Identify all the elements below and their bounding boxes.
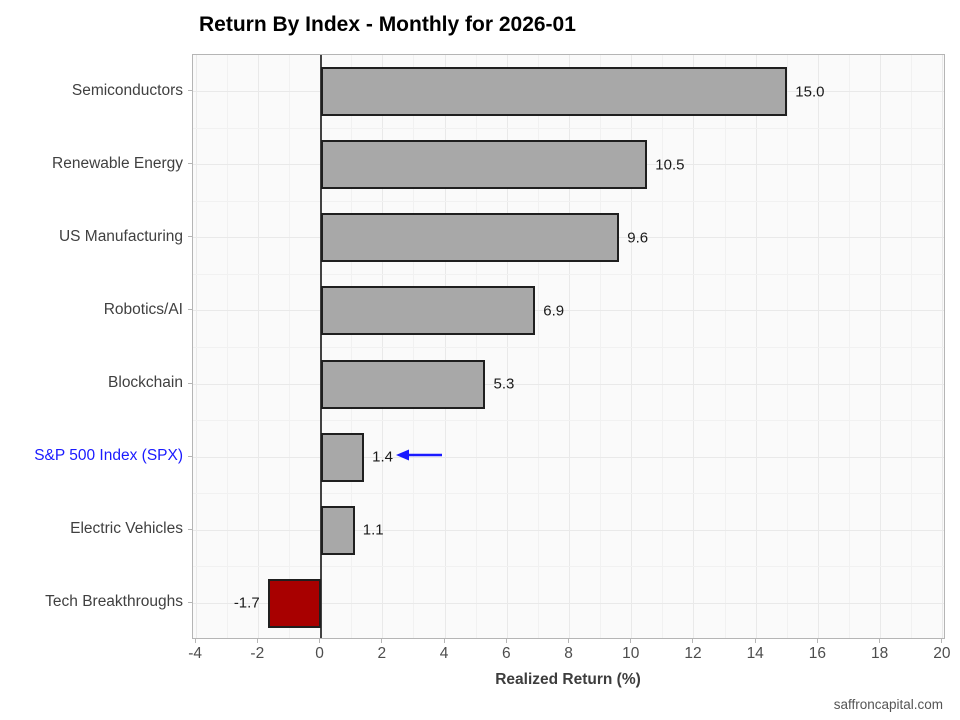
x-axis-tick (256, 639, 258, 643)
x-tick-label: -4 (188, 645, 203, 662)
bar-value-label: 5.3 (493, 375, 515, 393)
bar-electric-vehicles (320, 505, 355, 555)
y-axis-label: Renewable Energy (52, 154, 183, 172)
x-axis-tick (692, 639, 694, 643)
x-tick-label: 18 (871, 645, 889, 662)
bar-renewable-energy (320, 140, 648, 190)
gridline-vertical (226, 55, 228, 638)
y-axis-label: Electric Vehicles (70, 520, 183, 538)
gridline-horizontal (193, 529, 944, 531)
annotation-arrow-icon (396, 449, 443, 461)
gridline-horizontal-minor (193, 200, 944, 202)
y-axis-label: Semiconductors (71, 81, 183, 99)
x-tick-label: 14 (746, 645, 764, 662)
x-tick-label: 6 (501, 645, 511, 662)
bar-value-label: 1.1 (362, 521, 384, 539)
gridline-vertical (195, 55, 197, 638)
x-axis-tick (879, 639, 881, 643)
gridline-vertical (351, 55, 353, 638)
bar-us-manufacturing (320, 213, 620, 263)
x-tick-label: 2 (377, 645, 387, 662)
gridline-vertical (475, 55, 477, 638)
y-axis-label-highlighted: S&P 500 Index (SPX) (34, 447, 183, 465)
y-axis-label: Robotics/AI (103, 300, 183, 318)
gridline-horizontal-minor (193, 420, 944, 422)
bar-value-label: 10.5 (655, 156, 685, 174)
plot-panel: 15.0 10.5 9.6 6.9 5.3 1.4 1.1 -1.7 (192, 54, 945, 639)
gridline-horizontal (193, 456, 944, 458)
gridline-vertical (257, 55, 259, 638)
y-axis-labels: Semiconductors Renewable Energy US Manufac… (0, 0, 183, 720)
gridline-vertical (724, 55, 726, 638)
bar-value-label: -1.7 (233, 594, 260, 612)
x-axis-tick (381, 639, 383, 643)
gridline-vertical (444, 55, 446, 638)
gridline-horizontal-minor (193, 347, 944, 348)
chart-title: Return By Index - Monthly for 2026-01 (199, 13, 576, 36)
gridline-vertical (382, 55, 384, 638)
x-axis-tick (630, 639, 632, 643)
x-tick-label: 4 (439, 645, 449, 662)
gridline-vertical (755, 55, 757, 638)
gridline-horizontal (193, 310, 944, 312)
x-axis-tick (754, 639, 756, 643)
x-axis-tick (505, 639, 507, 643)
bar-value-label: 1.4 (372, 448, 393, 466)
x-tick-label: 0 (315, 645, 324, 662)
x-axis-title: Realized Return (%) (495, 671, 641, 688)
bar-value-label: 15.0 (795, 83, 825, 101)
bar-semiconductors (320, 67, 788, 117)
gridline-vertical (786, 55, 788, 638)
x-tick-label: 12 (684, 645, 702, 662)
gridline-vertical (693, 55, 695, 638)
gridline-vertical (662, 55, 664, 638)
zero-axis-line (319, 55, 322, 638)
gridline-horizontal (193, 602, 944, 604)
gridline-vertical (911, 55, 913, 638)
x-axis-tick (816, 639, 818, 643)
bar-robotics-ai (320, 286, 536, 336)
y-axis-label: Tech Breakthroughs (45, 593, 183, 611)
y-axis-label: Blockchain (108, 374, 183, 392)
gridline-vertical (537, 55, 539, 638)
gridline-horizontal-minor (193, 127, 944, 129)
x-tick-label: -2 (250, 645, 265, 662)
y-axis-label: US Manufacturing (58, 227, 183, 245)
gridline-horizontal-minor (193, 493, 944, 495)
gridline-vertical (631, 55, 633, 638)
gridline-vertical (288, 55, 290, 638)
gridline-vertical (880, 55, 882, 638)
x-tick-label: 10 (622, 645, 640, 662)
gridline-vertical (413, 55, 415, 638)
x-axis-tick (194, 639, 196, 643)
footer-watermark: saffroncapital.com (833, 697, 943, 712)
x-axis-tick (568, 639, 569, 643)
bar-s-p-500-index-spx (320, 432, 365, 482)
gridline-horizontal (193, 383, 944, 385)
gridline-horizontal-minor (193, 273, 944, 275)
gridline-vertical (569, 55, 570, 638)
gridline-vertical (942, 55, 944, 638)
x-tick-label: 20 (933, 645, 951, 662)
x-axis-tick (319, 639, 321, 643)
x-tick-label: 8 (564, 645, 573, 662)
bar-value-label: 9.6 (627, 229, 649, 247)
x-axis-tick (941, 639, 943, 643)
bar-tech-breakthroughs (267, 578, 321, 628)
gridline-vertical (600, 55, 602, 638)
bar-value-label: 6.9 (543, 302, 565, 320)
gridline-vertical (506, 55, 508, 638)
x-axis-tick (443, 639, 445, 643)
gridline-horizontal-minor (193, 566, 944, 568)
gridline-vertical (849, 55, 851, 638)
x-tick-label: 16 (808, 645, 827, 662)
bar-blockchain (320, 359, 486, 409)
gridline-vertical (817, 55, 819, 638)
